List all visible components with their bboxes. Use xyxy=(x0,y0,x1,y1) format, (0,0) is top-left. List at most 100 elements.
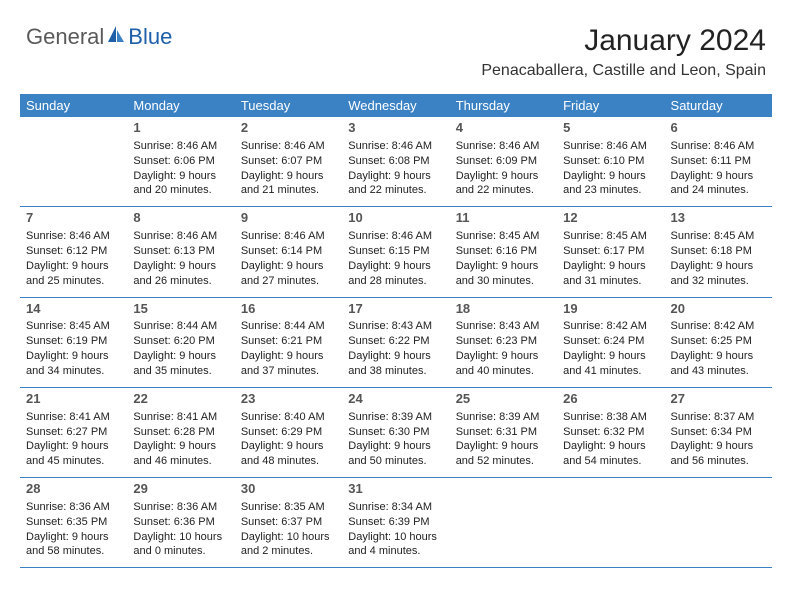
calendar-day-cell: 6 Sunrise: 8:46 AMSunset: 6:11 PMDaylight… xyxy=(665,117,772,207)
day-detail-text: Sunrise: 8:45 AMSunset: 6:17 PMDaylight:… xyxy=(563,229,658,288)
location-text: Penacaballera, Castille and Leon, Spain xyxy=(481,62,766,80)
calendar-day-cell: 30Sunrise: 8:35 AMSunset: 6:37 PMDayligh… xyxy=(235,478,342,568)
calendar-table: SundayMondayTuesdayWednesdayThursdayFrid… xyxy=(20,94,772,568)
calendar-day-cell: 11 Sunrise: 8:45 AMSunset: 6:16 PMDayligh… xyxy=(450,207,557,297)
logo-text-blue: Blue xyxy=(128,26,172,48)
day-detail-text: Sunrise: 8:46 AMSunset: 6:15 PMDaylight:… xyxy=(348,229,443,288)
day-number: 26 xyxy=(563,391,658,408)
calendar-day-cell: 21 Sunrise: 8:41 AMSunset: 6:27 PMDayligh… xyxy=(20,387,127,477)
calendar-week-row: 7 Sunrise: 8:46 AMSunset: 6:12 PMDaylight… xyxy=(20,207,772,297)
sail-icon xyxy=(106,24,126,49)
day-detail-text: Sunrise: 8:46 AMSunset: 6:07 PMDaylight:… xyxy=(241,139,336,198)
day-detail-text: Sunrise: 8:41 AMSunset: 6:28 PMDaylight:… xyxy=(133,410,228,469)
calendar-day-cell: 17Sunrise: 8:43 AMSunset: 6:22 PMDayligh… xyxy=(342,297,449,387)
day-number: 14 xyxy=(26,301,121,318)
day-number: 13 xyxy=(671,210,766,227)
day-number: 1 xyxy=(133,120,228,137)
day-detail-text: Sunrise: 8:36 AMSunset: 6:36 PMDaylight:… xyxy=(133,500,228,559)
day-detail-text: Sunrise: 8:38 AMSunset: 6:32 PMDaylight:… xyxy=(563,410,658,469)
day-detail-text: Sunrise: 8:46 AMSunset: 6:08 PMDaylight:… xyxy=(348,139,443,198)
calendar-week-row: 1 Sunrise: 8:46 AMSunset: 6:06 PMDaylight… xyxy=(20,117,772,207)
calendar-head: SundayMondayTuesdayWednesdayThursdayFrid… xyxy=(20,94,772,117)
day-number: 6 xyxy=(671,120,766,137)
day-detail-text: Sunrise: 8:40 AMSunset: 6:29 PMDaylight:… xyxy=(241,410,336,469)
day-detail-text: Sunrise: 8:41 AMSunset: 6:27 PMDaylight:… xyxy=(26,410,121,469)
day-detail-text: Sunrise: 8:45 AMSunset: 6:16 PMDaylight:… xyxy=(456,229,551,288)
day-detail-text: Sunrise: 8:36 AMSunset: 6:35 PMDaylight:… xyxy=(26,500,121,559)
day-detail-text: Sunrise: 8:46 AMSunset: 6:06 PMDaylight:… xyxy=(133,139,228,198)
day-number: 28 xyxy=(26,481,121,498)
calendar-day-cell: 7 Sunrise: 8:46 AMSunset: 6:12 PMDaylight… xyxy=(20,207,127,297)
weekday-header: Thursday xyxy=(450,94,557,117)
day-number: 21 xyxy=(26,391,121,408)
day-detail-text: Sunrise: 8:46 AMSunset: 6:14 PMDaylight:… xyxy=(241,229,336,288)
calendar-day-cell: 18Sunrise: 8:43 AMSunset: 6:23 PMDayligh… xyxy=(450,297,557,387)
day-detail-text: Sunrise: 8:42 AMSunset: 6:24 PMDaylight:… xyxy=(563,319,658,378)
day-detail-text: Sunrise: 8:43 AMSunset: 6:23 PMDaylight:… xyxy=(456,319,551,378)
calendar-day-cell: 25 Sunrise: 8:39 AMSunset: 6:31 PMDayligh… xyxy=(450,387,557,477)
day-number: 7 xyxy=(26,210,121,227)
calendar-day-cell: 31Sunrise: 8:34 AMSunset: 6:39 PMDayligh… xyxy=(342,478,449,568)
calendar-day-cell: 26 Sunrise: 8:38 AMSunset: 6:32 PMDayligh… xyxy=(557,387,664,477)
day-number: 15 xyxy=(133,301,228,318)
calendar-day-cell: 10 Sunrise: 8:46 AMSunset: 6:15 PMDayligh… xyxy=(342,207,449,297)
day-detail-text: Sunrise: 8:44 AMSunset: 6:20 PMDaylight:… xyxy=(133,319,228,378)
weekday-header: Saturday xyxy=(665,94,772,117)
day-number: 23 xyxy=(241,391,336,408)
day-number: 5 xyxy=(563,120,658,137)
calendar-day-cell: 14Sunrise: 8:45 AMSunset: 6:19 PMDayligh… xyxy=(20,297,127,387)
logo-text-general: General xyxy=(26,26,104,48)
calendar-day-cell: 20Sunrise: 8:42 AMSunset: 6:25 PMDayligh… xyxy=(665,297,772,387)
calendar-day-cell xyxy=(20,117,127,207)
calendar-week-row: 14Sunrise: 8:45 AMSunset: 6:19 PMDayligh… xyxy=(20,297,772,387)
calendar-day-cell: 22 Sunrise: 8:41 AMSunset: 6:28 PMDayligh… xyxy=(127,387,234,477)
day-detail-text: Sunrise: 8:46 AMSunset: 6:09 PMDaylight:… xyxy=(456,139,551,198)
weekday-header: Sunday xyxy=(20,94,127,117)
calendar-day-cell: 19Sunrise: 8:42 AMSunset: 6:24 PMDayligh… xyxy=(557,297,664,387)
day-number: 2 xyxy=(241,120,336,137)
calendar-day-cell xyxy=(665,478,772,568)
day-detail-text: Sunrise: 8:35 AMSunset: 6:37 PMDaylight:… xyxy=(241,500,336,559)
day-number: 4 xyxy=(456,120,551,137)
day-number: 27 xyxy=(671,391,766,408)
day-number: 29 xyxy=(133,481,228,498)
day-detail-text: Sunrise: 8:43 AMSunset: 6:22 PMDaylight:… xyxy=(348,319,443,378)
day-detail-text: Sunrise: 8:39 AMSunset: 6:31 PMDaylight:… xyxy=(456,410,551,469)
day-number: 10 xyxy=(348,210,443,227)
weekday-header: Friday xyxy=(557,94,664,117)
day-number: 19 xyxy=(563,301,658,318)
day-number: 31 xyxy=(348,481,443,498)
day-detail-text: Sunrise: 8:45 AMSunset: 6:18 PMDaylight:… xyxy=(671,229,766,288)
day-detail-text: Sunrise: 8:46 AMSunset: 6:12 PMDaylight:… xyxy=(26,229,121,288)
day-detail-text: Sunrise: 8:46 AMSunset: 6:10 PMDaylight:… xyxy=(563,139,658,198)
day-number: 25 xyxy=(456,391,551,408)
calendar-day-cell: 29 Sunrise: 8:36 AMSunset: 6:36 PMDayligh… xyxy=(127,478,234,568)
calendar-day-cell: 5 Sunrise: 8:46 AMSunset: 6:10 PMDaylight… xyxy=(557,117,664,207)
calendar-day-cell: 16Sunrise: 8:44 AMSunset: 6:21 PMDayligh… xyxy=(235,297,342,387)
day-detail-text: Sunrise: 8:45 AMSunset: 6:19 PMDaylight:… xyxy=(26,319,121,378)
day-number: 24 xyxy=(348,391,443,408)
day-number: 3 xyxy=(348,120,443,137)
day-number: 8 xyxy=(133,210,228,227)
calendar-day-cell: 15Sunrise: 8:44 AMSunset: 6:20 PMDayligh… xyxy=(127,297,234,387)
day-number: 22 xyxy=(133,391,228,408)
calendar-day-cell: 23 Sunrise: 8:40 AMSunset: 6:29 PMDayligh… xyxy=(235,387,342,477)
day-number: 16 xyxy=(241,301,336,318)
calendar-day-cell: 4 Sunrise: 8:46 AMSunset: 6:09 PMDaylight… xyxy=(450,117,557,207)
day-detail-text: Sunrise: 8:46 AMSunset: 6:13 PMDaylight:… xyxy=(133,229,228,288)
page-header: General Blue January 2024 Penacaballera,… xyxy=(20,24,772,80)
calendar-body: 1 Sunrise: 8:46 AMSunset: 6:06 PMDaylight… xyxy=(20,117,772,568)
calendar-day-cell: 8 Sunrise: 8:46 AMSunset: 6:13 PMDaylight… xyxy=(127,207,234,297)
calendar-day-cell: 9Sunrise: 8:46 AMSunset: 6:14 PMDaylight… xyxy=(235,207,342,297)
calendar-day-cell: 24Sunrise: 8:39 AMSunset: 6:30 PMDayligh… xyxy=(342,387,449,477)
calendar-day-cell: 2 Sunrise: 8:46 AMSunset: 6:07 PMDaylight… xyxy=(235,117,342,207)
day-detail-text: Sunrise: 8:46 AMSunset: 6:11 PMDaylight:… xyxy=(671,139,766,198)
calendar-day-cell xyxy=(557,478,664,568)
calendar-day-cell: 12Sunrise: 8:45 AMSunset: 6:17 PMDayligh… xyxy=(557,207,664,297)
calendar-week-row: 28 Sunrise: 8:36 AMSunset: 6:35 PMDayligh… xyxy=(20,478,772,568)
day-number: 11 xyxy=(456,210,551,227)
calendar-day-cell: 28 Sunrise: 8:36 AMSunset: 6:35 PMDayligh… xyxy=(20,478,127,568)
title-block: January 2024 Penacaballera, Castille and… xyxy=(481,24,772,80)
day-detail-text: Sunrise: 8:37 AMSunset: 6:34 PMDaylight:… xyxy=(671,410,766,469)
day-detail-text: Sunrise: 8:44 AMSunset: 6:21 PMDaylight:… xyxy=(241,319,336,378)
